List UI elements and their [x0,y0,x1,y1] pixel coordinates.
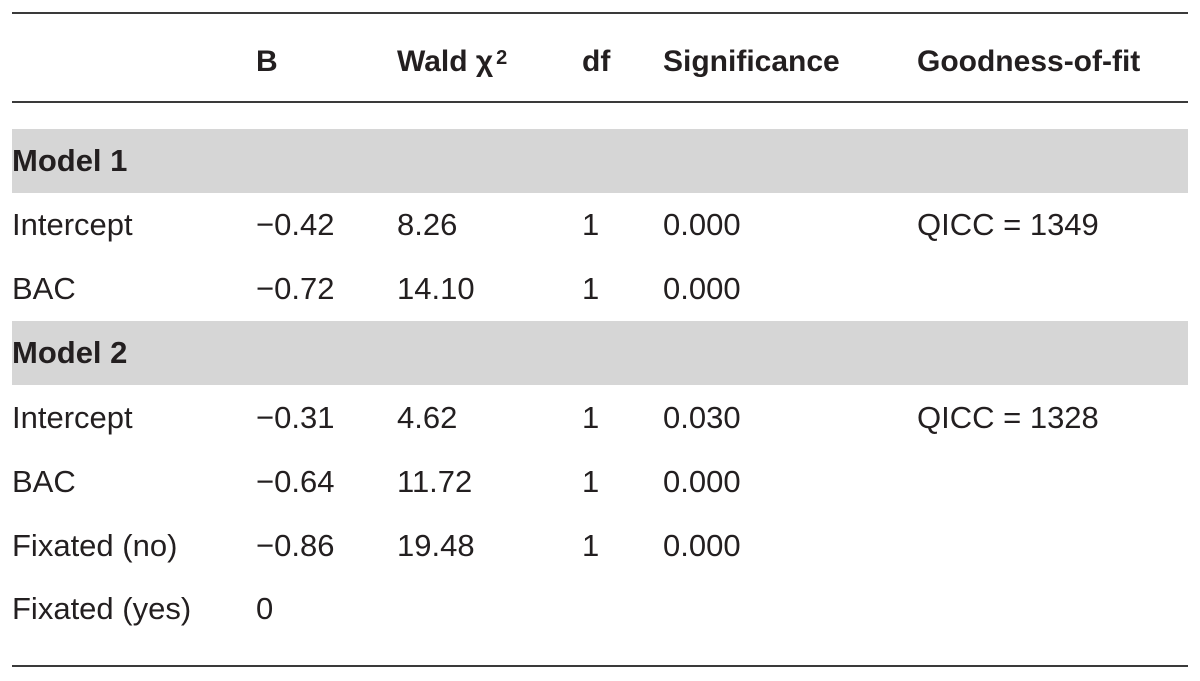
cell-wald: 4.62 [397,400,458,435]
cell-significance: 0.000 [663,271,741,306]
header-goodness-of-fit: Goodness-of-fit [917,45,1141,78]
cell-variable: Intercept [12,207,133,242]
header-wald-superscript: 2 [496,46,508,69]
group-label: Model 2 [12,335,128,370]
cell-b: 0 [256,591,274,626]
table-row: Fixated (yes) 0 [12,577,1188,641]
cell-df: 1 [582,464,600,499]
cell-significance: 0.000 [663,464,741,499]
cell-significance: 0.000 [663,207,741,242]
group-label: Model 1 [12,143,128,178]
cell-b: −0.64 [256,464,335,499]
table-row: BAC −0.72 14.10 1 0.000 [12,257,1188,321]
table-row: BAC −0.64 11.72 1 0.000 [12,450,1188,514]
cell-wald: 8.26 [397,207,458,242]
model-1-heading-row: Model 1 [12,129,1188,193]
header-wald-label: Wald χ [397,45,494,78]
table-bottom-rule [12,665,1188,667]
cell-b: −0.42 [256,207,335,242]
header-significance: Significance [663,45,840,78]
cell-significance: 0.030 [663,400,741,435]
cell-variable: Fixated (no) [12,528,178,563]
cell-variable: BAC [12,464,76,499]
cell-goodness-of-fit: QICC = 1349 [917,207,1099,242]
cell-wald: 19.48 [397,528,475,563]
cell-significance: 0.000 [663,528,741,563]
cell-b: −0.72 [256,271,335,306]
header-df: df [582,45,611,78]
table-row: Intercept −0.31 4.62 1 0.030 QICC = 1328 [12,386,1188,450]
cell-b: −0.31 [256,400,335,435]
table-row: Fixated (no) −0.86 19.48 1 0.000 [12,514,1188,578]
cell-variable: BAC [12,271,76,306]
table-header-rule [12,101,1188,103]
table-row: Intercept −0.42 8.26 1 0.000 QICC = 1349 [12,193,1188,257]
cell-goodness-of-fit: QICC = 1328 [917,400,1099,435]
cell-wald: 14.10 [397,271,475,306]
cell-df: 1 [582,271,600,306]
cell-wald: 11.72 [397,464,473,499]
cell-df: 1 [582,207,600,242]
cell-variable: Fixated (yes) [12,591,192,626]
cell-df: 1 [582,400,600,435]
cell-df: 1 [582,528,600,563]
cell-b: −0.86 [256,528,335,563]
header-b: B [256,45,278,78]
cell-variable: Intercept [12,400,133,435]
table-top-rule [12,12,1188,14]
model-2-heading-row: Model 2 [12,321,1188,385]
